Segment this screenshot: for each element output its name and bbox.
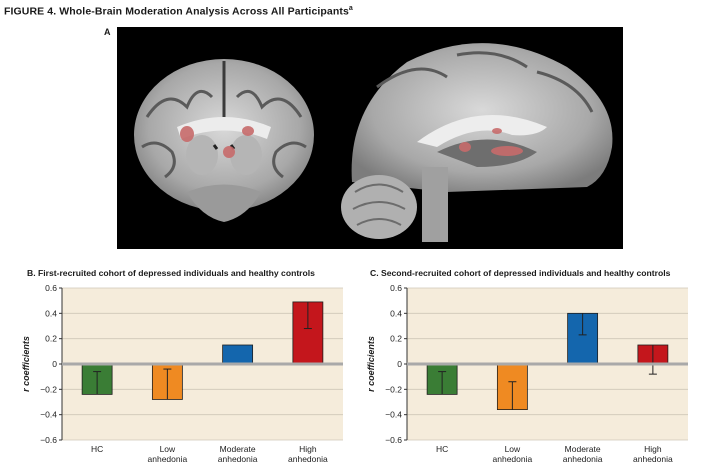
x-tick-label: HC	[436, 444, 448, 454]
y-tick-label: −0.4	[40, 410, 57, 420]
x-tick-label: High	[299, 444, 317, 454]
chart-b: 0.6 0.4 0.2 0 −0.2 −0.4 −0.6 r coefficients HC Lo…	[21, 283, 343, 464]
activation-cluster	[492, 128, 502, 134]
x-tick-label: High	[644, 444, 662, 454]
activation-cluster	[459, 142, 471, 152]
y-tick-label: 0.4	[390, 308, 402, 318]
y-tick-label: 0.4	[45, 308, 57, 318]
figure-title-text: FIGURE 4. Whole-Brain Moderation Analysi…	[4, 5, 349, 18]
chart-c-title: C. Second-recruited cohort of depressed …	[370, 268, 671, 278]
activation-cluster	[242, 126, 254, 136]
figure-title-footnote-marker: a	[348, 5, 353, 12]
activation-cluster	[223, 146, 235, 158]
figure-title: FIGURE 4. Whole-Brain Moderation Analysi…	[4, 5, 353, 18]
brain-mri-illustration	[134, 43, 613, 242]
x-tick-label: anhedonia	[493, 454, 533, 464]
brain-image-panel	[117, 27, 623, 249]
panel-a-label: A	[104, 27, 111, 37]
activation-cluster	[491, 146, 523, 156]
y-tick-label: 0	[52, 359, 57, 369]
coronal-brain-slice	[134, 59, 314, 222]
x-tick-label: HC	[91, 444, 103, 454]
y-tick-label: 0.6	[45, 283, 57, 293]
y-tick-label: 0	[397, 359, 402, 369]
activation-cluster	[180, 126, 194, 142]
sagittal-brain-slice	[341, 43, 613, 242]
x-tick-label: anhedonia	[148, 454, 188, 464]
x-tick-label: Moderate	[565, 444, 601, 454]
x-tick-label: Low	[505, 444, 521, 454]
x-tick-label: anhedonia	[633, 454, 673, 464]
x-tick-label: anhedonia	[288, 454, 328, 464]
y-tick-label: 0.6	[390, 283, 402, 293]
y-tick-label: −0.6	[385, 435, 402, 445]
chart-c: 0.6 0.4 0.2 0 −0.2 −0.4 −0.6 r coefficients HC Lo…	[366, 283, 688, 464]
bar	[222, 344, 254, 365]
y-tick-label: 0.2	[45, 334, 57, 344]
bar	[292, 301, 324, 365]
x-tick-label: anhedonia	[563, 454, 603, 464]
x-tick-label: anhedonia	[218, 454, 258, 464]
y-tick-label: −0.4	[385, 410, 402, 420]
y-axis-label: r coefficients	[366, 336, 376, 392]
y-tick-label: −0.2	[40, 384, 57, 394]
x-tick-label: Moderate	[220, 444, 256, 454]
y-tick-label: 0.2	[390, 334, 402, 344]
chart-b-title: B. First-recruited cohort of depressed i…	[27, 268, 315, 278]
x-tick-label: Low	[160, 444, 176, 454]
y-tick-label: −0.2	[385, 384, 402, 394]
y-axis-label: r coefficients	[21, 336, 31, 392]
y-tick-label: −0.6	[40, 435, 57, 445]
